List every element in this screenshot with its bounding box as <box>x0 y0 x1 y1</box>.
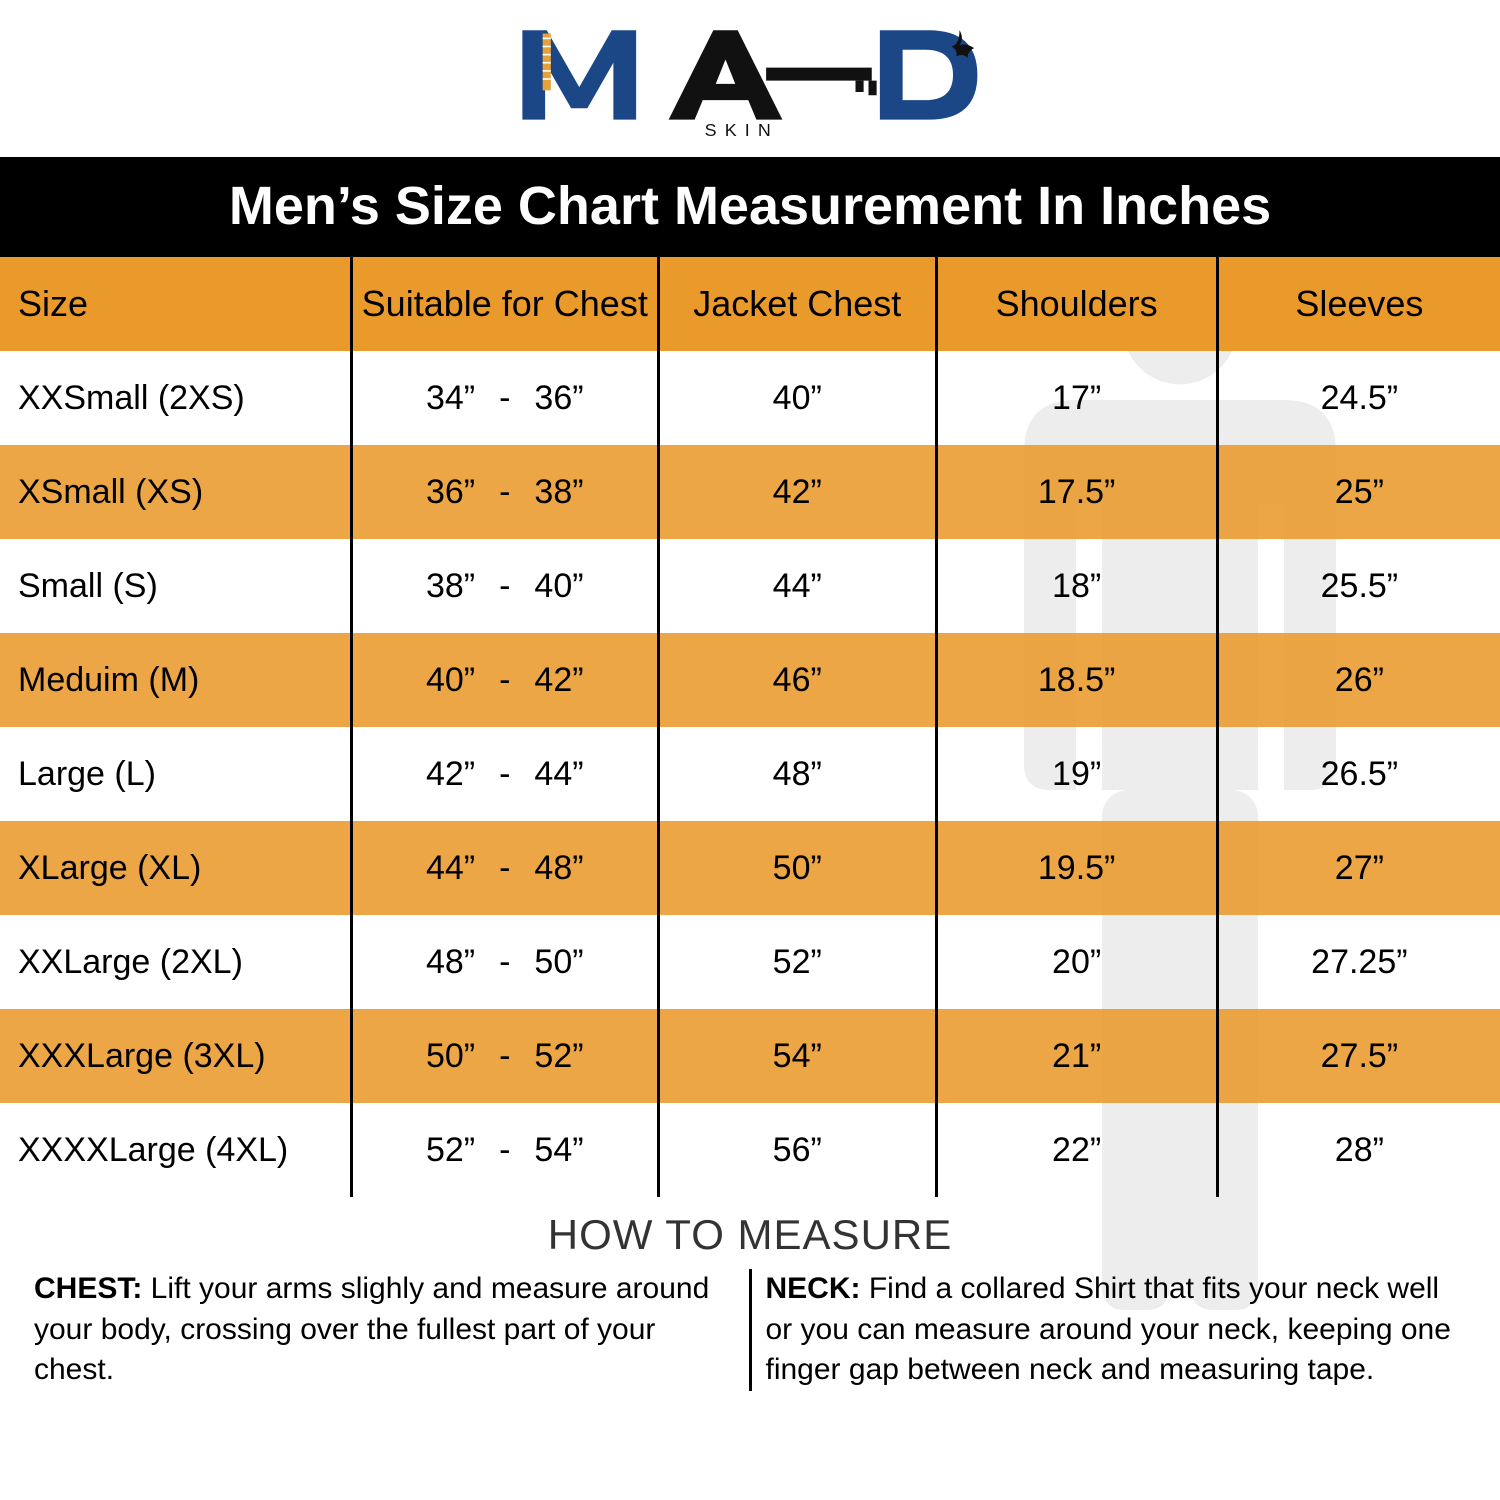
cell-chest: 40”-42” <box>353 633 661 727</box>
col-chest: Suitable for Chest <box>353 257 661 351</box>
howto-chest: CHEST: Lift your arms slighly and measur… <box>20 1269 752 1391</box>
table-row: XXXXLarge (4XL)52”-54”56”22”28” <box>0 1103 1500 1197</box>
cell-jacket: 54” <box>660 1009 938 1103</box>
cell-sleeves: 27” <box>1219 849 1500 888</box>
brand-logo: SKIN <box>0 0 1500 157</box>
cell-jacket: 40” <box>660 351 938 445</box>
cell-shoulders: 21” <box>938 1009 1219 1103</box>
table-row: XXSmall (2XS)34”-36”40”17”24.5” <box>0 351 1500 445</box>
cell-sleeves: 28” <box>1219 1131 1500 1170</box>
cell-chest: 50”-52” <box>353 1009 661 1103</box>
cell-size: Large (L) <box>0 727 353 821</box>
size-chart: Size Suitable for Chest Jacket Chest Sho… <box>0 257 1500 1197</box>
cell-sleeves: 25.5” <box>1219 567 1500 606</box>
cell-shoulders: 20” <box>938 915 1219 1009</box>
howto-neck: NECK: Find a collared Shirt that fits yo… <box>752 1269 1481 1391</box>
cell-sleeves: 27.5” <box>1219 1037 1500 1076</box>
howto-title: HOW TO MEASURE <box>20 1211 1480 1259</box>
col-size: Size <box>0 257 353 351</box>
cell-shoulders: 22” <box>938 1103 1219 1197</box>
col-shoulders: Shoulders <box>938 257 1219 351</box>
cell-shoulders: 19” <box>938 727 1219 821</box>
cell-shoulders: 17.5” <box>938 445 1219 539</box>
cell-size: XLarge (XL) <box>0 821 353 915</box>
howto-neck-text: Find a collared Shirt that fits your nec… <box>766 1272 1451 1386</box>
cell-shoulders: 17” <box>938 351 1219 445</box>
cell-shoulders: 18” <box>938 539 1219 633</box>
how-to-measure: HOW TO MEASURE CHEST: Lift your arms sli… <box>0 1197 1500 1391</box>
cell-chest: 36”-38” <box>353 445 661 539</box>
table-row: Small (S)38”-40”44”18”25.5” <box>0 539 1500 633</box>
col-sleeves: Sleeves <box>1219 283 1500 325</box>
cell-jacket: 56” <box>660 1103 938 1197</box>
cell-chest: 52”-54” <box>353 1103 661 1197</box>
cell-shoulders: 18.5” <box>938 633 1219 727</box>
brand-sub: SKIN <box>705 120 779 140</box>
cell-chest: 48”-50” <box>353 915 661 1009</box>
howto-neck-label: NECK: <box>766 1272 861 1305</box>
cell-jacket: 46” <box>660 633 938 727</box>
cell-size: Small (S) <box>0 539 353 633</box>
cell-size: XXSmall (2XS) <box>0 351 353 445</box>
cell-sleeves: 26.5” <box>1219 755 1500 794</box>
cell-sleeves: 24.5” <box>1219 379 1500 418</box>
col-jacket: Jacket Chest <box>660 257 938 351</box>
chart-title: Men’s Size Chart Measurement In Inches <box>0 157 1500 257</box>
cell-sleeves: 25” <box>1219 473 1500 512</box>
cell-jacket: 42” <box>660 445 938 539</box>
cell-sleeves: 27.25” <box>1219 943 1500 982</box>
cell-jacket: 52” <box>660 915 938 1009</box>
cell-sleeves: 26” <box>1219 661 1500 700</box>
cell-chest: 42”-44” <box>353 727 661 821</box>
table-row: XXLarge (2XL)48”-50”52”20”27.25” <box>0 915 1500 1009</box>
table-row: XLarge (XL)44”-48”50”19.5”27” <box>0 821 1500 915</box>
cell-chest: 38”-40” <box>353 539 661 633</box>
cell-jacket: 44” <box>660 539 938 633</box>
table-row: Meduim (M)40”-42”46”18.5”26” <box>0 633 1500 727</box>
cell-size: Meduim (M) <box>0 633 353 727</box>
cell-jacket: 50” <box>660 821 938 915</box>
table-row: Large (L)42”-44”48”19”26.5” <box>0 727 1500 821</box>
header-row: Size Suitable for Chest Jacket Chest Sho… <box>0 257 1500 351</box>
table-row: XXXLarge (3XL)50”-52”54”21”27.5” <box>0 1009 1500 1103</box>
cell-size: XXXXLarge (4XL) <box>0 1103 353 1197</box>
cell-size: XXXLarge (3XL) <box>0 1009 353 1103</box>
cell-shoulders: 19.5” <box>938 821 1219 915</box>
cell-chest: 34”-36” <box>353 351 661 445</box>
cell-size: XSmall (XS) <box>0 445 353 539</box>
cell-size: XXLarge (2XL) <box>0 915 353 1009</box>
howto-chest-label: CHEST: <box>34 1272 142 1305</box>
cell-chest: 44”-48” <box>353 821 661 915</box>
cell-jacket: 48” <box>660 727 938 821</box>
table-row: XSmall (XS)36”-38”42”17.5”25” <box>0 445 1500 539</box>
